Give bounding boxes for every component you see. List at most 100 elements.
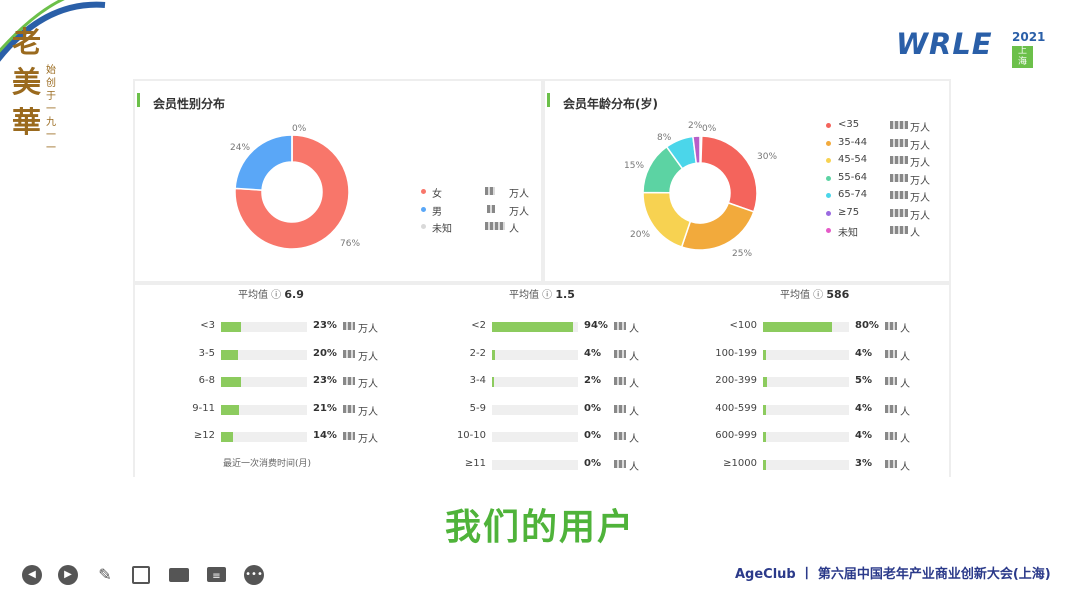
play-icon[interactable]: ▶ (58, 565, 78, 585)
legend-dot (826, 123, 831, 128)
legend-unit: 万人 (910, 158, 930, 169)
legend-unit: 万人 (509, 207, 529, 218)
legend-unit: 万人 (910, 175, 930, 187)
legend-label: 35-44 (838, 136, 868, 148)
subtitle-icon[interactable]: ≡ (207, 567, 226, 582)
legend-dot (421, 224, 426, 229)
redacted-value (614, 377, 626, 385)
brand-tagline: 始 创 于 一 九 一 一 (46, 64, 56, 155)
gender-panel: 会员性别分布 0% 24% 76% 女 万人 男 万人 未知 人 (135, 81, 541, 281)
slice-label: 8% (657, 133, 672, 143)
average-label: 平均值 ⓘ 586 (780, 286, 849, 301)
bar-unit-label: 人 (900, 324, 910, 335)
bar-track (763, 432, 849, 442)
legend-label: 未知 (432, 224, 452, 235)
brand-char: 美 (12, 65, 42, 99)
legend-dot (826, 158, 831, 163)
slice-label: 76% (340, 239, 361, 249)
bar-track (763, 349, 849, 360)
redacted-value (485, 187, 495, 195)
legend-dot (421, 207, 426, 212)
bar-fill (763, 349, 767, 360)
bar-category-label: ≥12 (193, 430, 215, 441)
bar-percent-label: 80% (855, 320, 879, 331)
more-icon[interactable]: ••• (244, 565, 264, 585)
brand-name: 老 美 華 (12, 22, 44, 142)
bar-fill (221, 404, 240, 415)
bar-category-label: 400-599 (715, 402, 757, 414)
bar-percent-label: 94% (584, 320, 608, 331)
redacted-value (885, 377, 897, 385)
redacted-value (890, 226, 908, 234)
legend-unit: 人 (509, 224, 519, 235)
bar-fill (763, 322, 832, 332)
bar-percent-label: 23% (313, 320, 337, 331)
redacted-value (614, 349, 626, 358)
gender-slice (234, 134, 350, 250)
age-slice (700, 135, 758, 213)
age-slice (692, 135, 701, 165)
bar-fill (221, 349, 239, 360)
redacted-value (343, 377, 355, 385)
bar-unit-label: 人 (900, 379, 910, 390)
bar-unit-label: 人 (629, 324, 639, 335)
age-donut-chart (642, 135, 758, 251)
bar-unit-label: 万人 (358, 406, 378, 418)
redacted-value (343, 404, 355, 413)
average-caption: 平均值 ⓘ (238, 290, 285, 301)
legend-dot (826, 193, 831, 198)
bar-category-label: 3-5 (198, 347, 215, 359)
legend-unit: 万人 (509, 189, 529, 200)
bar-track (221, 349, 307, 360)
legend-dot (826, 175, 831, 181)
footer-separator: 丨 (800, 567, 814, 582)
average-label: 平均值 ⓘ 1.5 (509, 286, 575, 301)
brand-tagline-char: 九 (46, 117, 56, 128)
bar-unit-label: 人 (900, 434, 910, 445)
bar-unit-label: 万人 (358, 324, 378, 335)
bar-unit-label: 人 (900, 406, 910, 418)
bar-percent-label: 5% (855, 375, 872, 386)
bar-track (492, 459, 578, 470)
legend-dot (421, 189, 426, 194)
redacted-value (614, 432, 626, 440)
bar-percent-label: 23% (313, 375, 337, 386)
redacted-value (890, 191, 908, 199)
redacted-value (885, 349, 897, 358)
bar-unit-label: 人 (629, 434, 639, 445)
bar-unit-label: 人 (629, 351, 639, 363)
bar-unit-label: 万人 (358, 434, 378, 445)
slice-label: 20% (630, 230, 651, 240)
bar-track (492, 377, 578, 387)
screenshot-icon[interactable] (132, 566, 150, 584)
bar-percent-label: 0% (584, 430, 601, 441)
bar-category-label: 3-4 (469, 375, 486, 386)
bar-track (763, 322, 849, 332)
bar-percent-label: 0% (584, 402, 601, 414)
legend-unit: 万人 (910, 140, 930, 152)
average-value: 6.9 (284, 288, 304, 301)
age-panel: 会员年龄分布(岁) 30% 25% 20% 15% 8% 2% 0% <35 万人… (545, 81, 949, 281)
previous-icon[interactable]: ◀ (22, 565, 42, 585)
camera-icon[interactable] (169, 568, 189, 582)
slice-label: 15% (624, 161, 645, 171)
redacted-value (885, 322, 897, 330)
legend-unit: 人 (910, 228, 920, 239)
redacted-value (485, 222, 505, 230)
age-slice (680, 201, 755, 251)
bar-track (763, 459, 849, 470)
redacted-value (890, 138, 908, 147)
brand-tagline-char: 一 (46, 104, 56, 115)
average-caption: 平均值 ⓘ (509, 290, 556, 301)
gender-donut-chart (234, 134, 350, 250)
redacted-value (614, 322, 626, 330)
redacted-value (890, 208, 908, 217)
footer-event: 第六届中国老年产业商业创新大会(上海) (817, 567, 1051, 582)
bar-percent-label: 4% (855, 347, 872, 359)
bar-fill (763, 432, 767, 442)
pen-icon[interactable]: ✎ (98, 565, 112, 584)
bar-track (763, 404, 849, 415)
bar-footnote: 最近一次消费时间(月) (223, 459, 312, 469)
bar-category-label: 600-999 (715, 430, 757, 441)
footer: AgeClub 丨 第六届中国老年产业商业创新大会(上海) (735, 563, 1051, 582)
